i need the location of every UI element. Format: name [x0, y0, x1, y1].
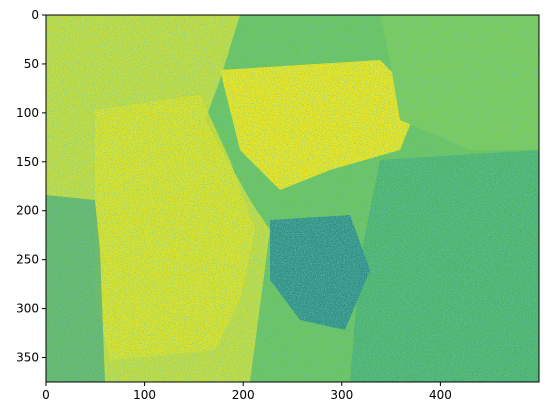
x-tick-label: 300 [330, 388, 353, 402]
x-tick-label: 200 [232, 388, 255, 402]
y-tick-label: 200 [16, 204, 39, 218]
y-tick-label: 350 [16, 351, 39, 365]
y-tick-label: 250 [16, 253, 39, 267]
y-axis: 0 50 100 150 200 250 300 350 [16, 8, 46, 365]
x-axis: 0 100 200 300 400 [42, 382, 452, 402]
y-tick-label: 300 [16, 302, 39, 316]
y-tick-label: 50 [24, 57, 39, 71]
x-tick-label: 0 [42, 388, 50, 402]
heatmap-image [46, 15, 539, 382]
y-tick-label: 0 [31, 8, 39, 22]
x-tick-label: 100 [133, 388, 156, 402]
plot-frame [45, 14, 540, 383]
y-tick-label: 150 [16, 155, 39, 169]
x-tick-label: 400 [429, 388, 452, 402]
heatmap-grain [46, 15, 539, 382]
y-tick-label: 100 [16, 106, 39, 120]
